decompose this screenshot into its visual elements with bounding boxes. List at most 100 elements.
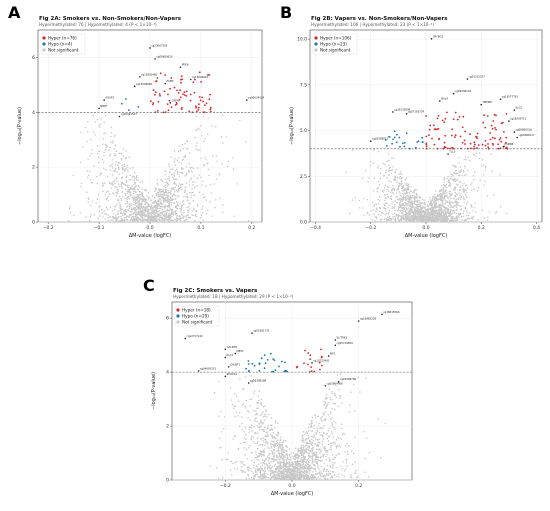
not-significant-point bbox=[101, 208, 103, 211]
legend-marker bbox=[42, 36, 46, 40]
not-significant-point bbox=[310, 419, 313, 422]
not-significant-point bbox=[291, 466, 294, 468]
hyper-point bbox=[482, 121, 485, 124]
not-significant-point bbox=[399, 210, 402, 213]
not-significant-point bbox=[161, 181, 164, 183]
not-significant-point bbox=[450, 220, 453, 222]
not-significant-point bbox=[248, 431, 251, 433]
not-significant-point bbox=[334, 428, 336, 430]
not-significant-point bbox=[470, 204, 472, 206]
not-significant-point bbox=[189, 192, 191, 194]
not-significant-point bbox=[86, 170, 89, 172]
not-significant-point bbox=[317, 458, 319, 461]
not-significant-point bbox=[133, 209, 135, 211]
not-significant-point bbox=[255, 471, 257, 474]
not-significant-point bbox=[139, 193, 141, 196]
not-significant-point bbox=[384, 163, 386, 165]
not-significant-point bbox=[422, 215, 425, 217]
not-significant-point bbox=[159, 191, 162, 193]
not-significant-point bbox=[319, 460, 322, 463]
not-significant-point bbox=[309, 456, 311, 459]
not-significant-point bbox=[114, 208, 116, 211]
not-significant-point bbox=[114, 185, 116, 188]
not-significant-point bbox=[137, 179, 140, 182]
not-significant-point bbox=[249, 404, 251, 407]
not-significant-point bbox=[400, 198, 403, 200]
not-significant-point bbox=[289, 459, 292, 461]
not-significant-point bbox=[256, 458, 258, 461]
not-significant-point bbox=[454, 166, 456, 168]
not-significant-point bbox=[106, 208, 109, 211]
not-significant-point bbox=[304, 470, 306, 472]
not-significant-point bbox=[254, 457, 256, 459]
not-significant-point bbox=[315, 458, 318, 460]
not-significant-point bbox=[257, 407, 259, 409]
not-significant-point bbox=[326, 478, 329, 480]
gene-label: TLL3 bbox=[449, 150, 455, 154]
not-significant-point bbox=[222, 204, 224, 206]
not-significant-point bbox=[282, 455, 285, 458]
not-significant-point bbox=[298, 469, 301, 471]
not-significant-point bbox=[459, 194, 461, 196]
not-significant-point bbox=[339, 437, 342, 439]
not-significant-point bbox=[261, 459, 264, 462]
gene-label: PDE4 bbox=[182, 63, 189, 67]
not-significant-point bbox=[324, 449, 327, 451]
not-significant-point bbox=[398, 208, 400, 210]
not-significant-point bbox=[303, 467, 306, 470]
not-significant-point bbox=[424, 212, 427, 215]
not-significant-point bbox=[392, 178, 395, 181]
not-significant-point bbox=[447, 212, 450, 215]
not-significant-point bbox=[416, 204, 418, 207]
not-significant-point bbox=[377, 165, 379, 167]
hyper-point bbox=[152, 102, 155, 104]
labeled-point bbox=[447, 153, 449, 155]
not-significant-point bbox=[250, 398, 253, 400]
not-significant-point bbox=[311, 455, 314, 458]
not-significant-point bbox=[455, 183, 458, 186]
not-significant-point bbox=[345, 468, 347, 471]
not-significant-point bbox=[185, 173, 188, 175]
not-significant-point bbox=[151, 217, 153, 220]
not-significant-point bbox=[188, 210, 190, 212]
hyper-point bbox=[441, 119, 444, 122]
not-significant-point bbox=[121, 217, 123, 220]
not-significant-point bbox=[296, 474, 299, 477]
not-significant-point bbox=[429, 218, 432, 220]
not-significant-point bbox=[289, 468, 291, 471]
not-significant-point bbox=[209, 465, 212, 467]
not-significant-point bbox=[105, 213, 107, 216]
not-significant-point bbox=[102, 190, 104, 192]
not-significant-point bbox=[409, 210, 411, 212]
not-significant-point bbox=[350, 477, 353, 479]
not-significant-point bbox=[296, 471, 298, 473]
not-significant-point bbox=[126, 206, 128, 208]
not-significant-point bbox=[331, 417, 333, 419]
not-significant-point bbox=[324, 403, 327, 405]
not-significant-point bbox=[381, 212, 383, 214]
not-significant-point bbox=[163, 217, 166, 220]
not-significant-point bbox=[434, 211, 436, 213]
not-significant-point bbox=[443, 181, 445, 183]
hyper-point bbox=[425, 115, 427, 117]
not-significant-point bbox=[296, 460, 299, 463]
not-significant-point bbox=[377, 418, 379, 420]
not-significant-point bbox=[458, 157, 460, 159]
not-significant-point bbox=[110, 182, 112, 185]
gene-label: cg13077791 bbox=[502, 95, 519, 99]
hyper-point bbox=[175, 103, 178, 105]
not-significant-point bbox=[465, 174, 467, 176]
not-significant-point bbox=[146, 207, 148, 209]
not-significant-point bbox=[457, 184, 459, 186]
not-significant-point bbox=[136, 213, 139, 216]
hyper-point bbox=[469, 142, 472, 145]
not-significant-point bbox=[115, 220, 117, 222]
not-significant-point bbox=[408, 211, 410, 213]
not-significant-point bbox=[431, 219, 434, 221]
not-significant-point bbox=[179, 217, 182, 219]
not-significant-point bbox=[316, 444, 319, 447]
not-significant-point bbox=[196, 142, 198, 144]
not-significant-point bbox=[165, 190, 167, 192]
labeled-point bbox=[139, 75, 141, 78]
not-significant-point bbox=[378, 200, 381, 202]
